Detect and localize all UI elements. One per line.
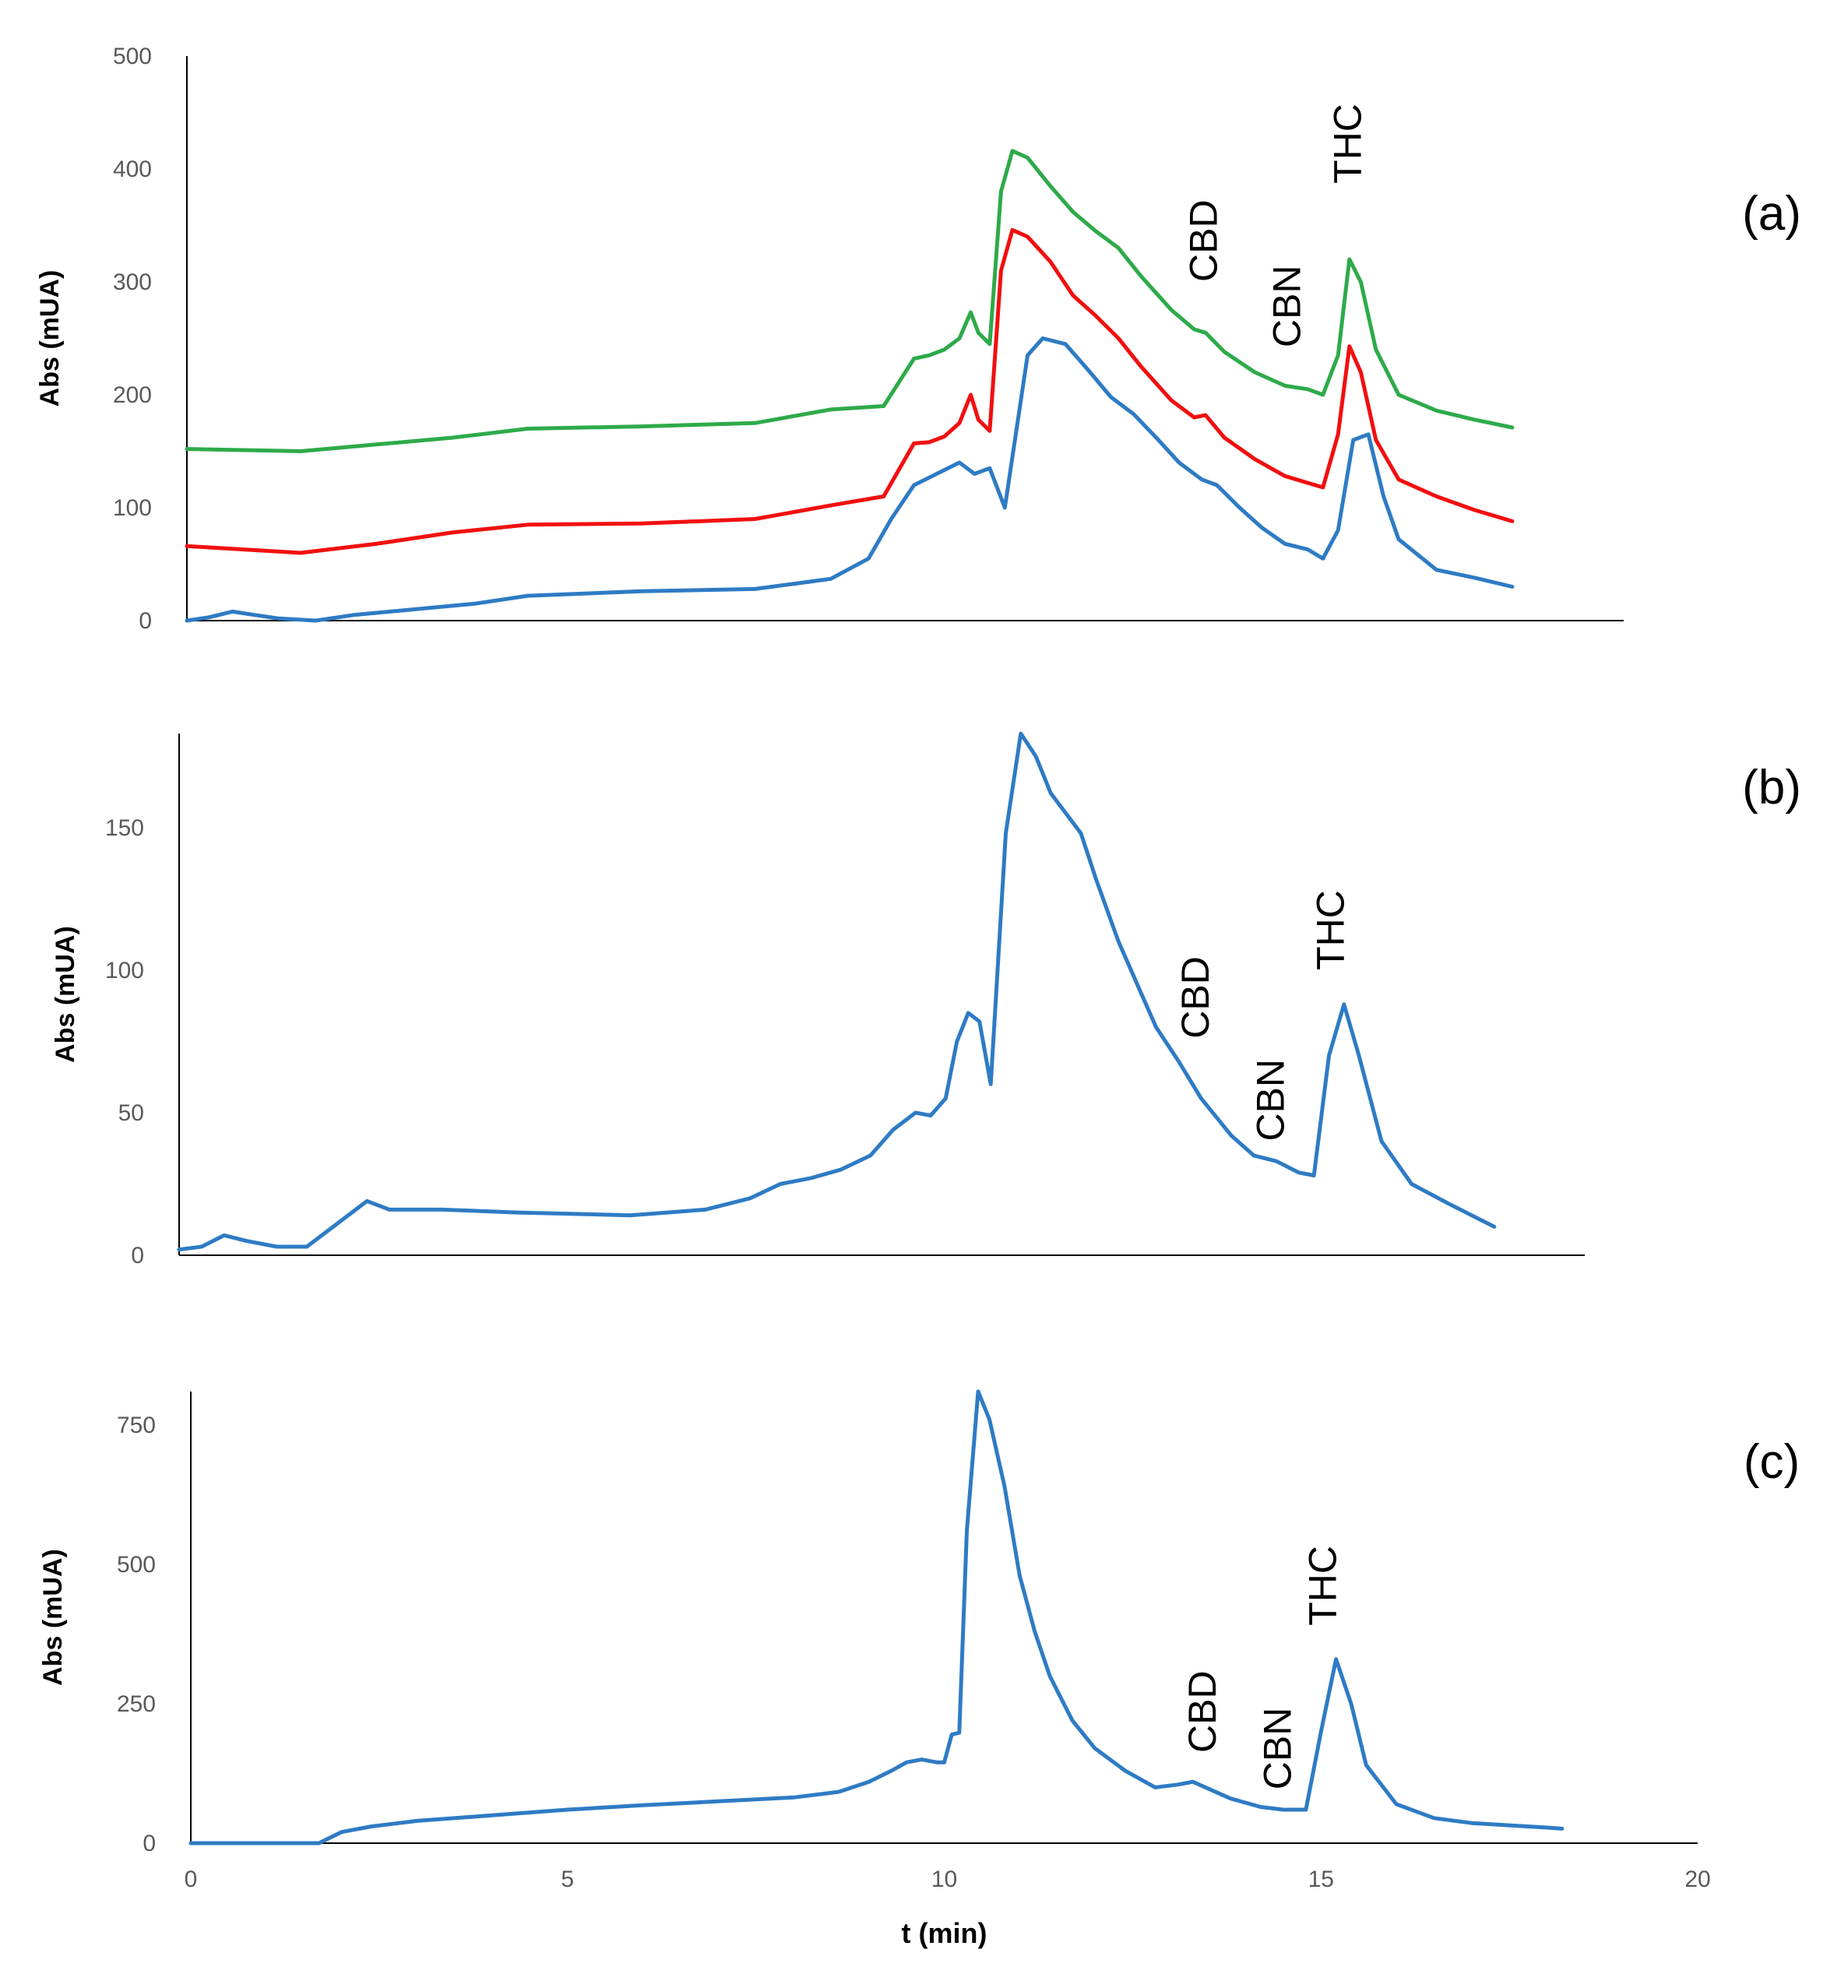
y-axis-label: Abs (mUA) (35, 270, 65, 407)
y-tick-label: 300 (113, 269, 152, 295)
x-tick-label: 5 (561, 1867, 574, 1892)
x-tick-label: 10 (931, 1867, 957, 1892)
peak-label-cbd: CBD (1181, 1670, 1224, 1753)
series-line-blue (177, 731, 1497, 1252)
y-tick-label: 0 (139, 608, 152, 634)
panel-label: (c) (1744, 1435, 1800, 1489)
x-tick-label: 0 (185, 1867, 198, 1892)
y-tick-label: 0 (131, 1243, 144, 1268)
y-tick-label: 100 (105, 958, 144, 983)
y-tick-label: 750 (117, 1413, 156, 1438)
peak-label-thc: THC (1301, 1546, 1345, 1626)
y-tick-label: 150 (105, 815, 144, 841)
series-line-green (185, 149, 1515, 453)
y-axis-label: Abs (mUA) (38, 1549, 68, 1686)
peak-label-cbd: CBD (1174, 956, 1217, 1039)
x-tick-label: 15 (1308, 1867, 1334, 1892)
y-tick-label: 200 (113, 382, 152, 408)
panel-label: (b) (1742, 761, 1801, 815)
y-tick-label: 250 (117, 1691, 156, 1717)
peak-label-cbn: CBN (1256, 1708, 1300, 1790)
panel-a: 0 100 200 300 400 500 Abs (mUA) CBD CBN THC (a) (35, 44, 1801, 634)
x-axis-label: t (min) (902, 1917, 987, 1949)
panel-b: 0 50 100 150 Abs (mUA) CBD CBN THC (b) (51, 731, 1801, 1268)
y-tick-label: 500 (113, 44, 152, 69)
panel-c: 0 250 500 750 0 5 10 15 20 Abs (mUA) t (min) CBD CBN… (38, 1389, 1800, 1949)
y-axis-label: Abs (mUA) (51, 926, 80, 1063)
peak-label-cbn: CBN (1249, 1059, 1293, 1142)
peak-label-cbn: CBN (1265, 266, 1309, 348)
x-tick-label: 20 (1684, 1867, 1710, 1892)
series-line-red (185, 227, 1515, 555)
series-line-blue (188, 1389, 1565, 1845)
y-tick-label: 100 (113, 495, 152, 521)
y-tick-label: 0 (143, 1831, 156, 1856)
y-tick-label: 500 (117, 1552, 156, 1578)
peak-label-thc: THC (1309, 890, 1353, 970)
peak-label-cbd: CBD (1182, 199, 1226, 282)
series-line-blue (185, 336, 1515, 623)
peak-label-thc: THC (1325, 104, 1369, 184)
y-tick-label: 50 (118, 1100, 144, 1126)
panel-label: (a) (1742, 187, 1801, 241)
y-tick-label: 400 (113, 157, 152, 182)
